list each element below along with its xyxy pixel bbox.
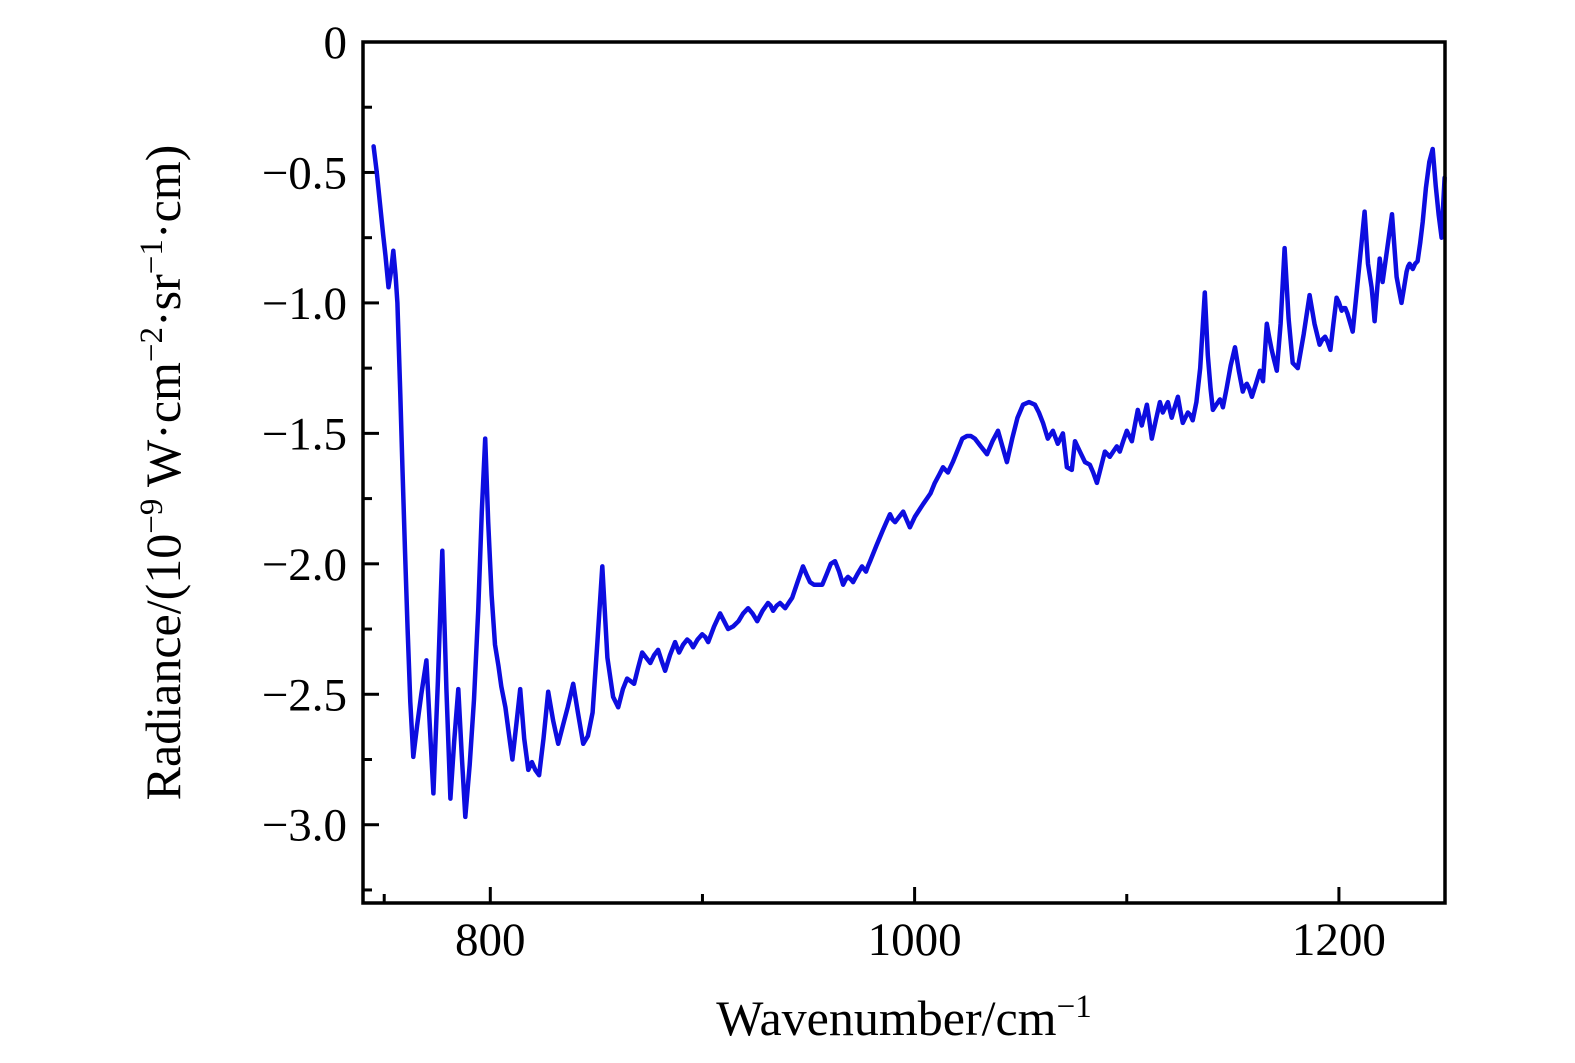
y-tick-label: −2.0: [262, 539, 347, 591]
axis-ticks: [363, 40, 1341, 903]
y-tick-label: −1.0: [262, 278, 347, 330]
plot-frame: [361, 40, 1447, 905]
y-tick-label: −1.5: [262, 408, 347, 460]
x-axis-label: Wavenumber/cm−1: [716, 989, 1091, 1046]
y-tick-label: 0: [324, 17, 348, 69]
y-tick-label: −0.5: [262, 147, 347, 199]
y-tick-label: −3.0: [262, 800, 347, 852]
x-tick-label: 1000: [868, 914, 962, 966]
y-tick-label: −2.5: [262, 669, 347, 721]
x-tick-label: 800: [455, 914, 526, 966]
x-tick-label: 1200: [1292, 914, 1386, 966]
y-axis-label: Radiance/(10−9 W·cm−2·sr−1·cm): [134, 145, 191, 801]
spectrum-line: [371, 144, 1447, 820]
